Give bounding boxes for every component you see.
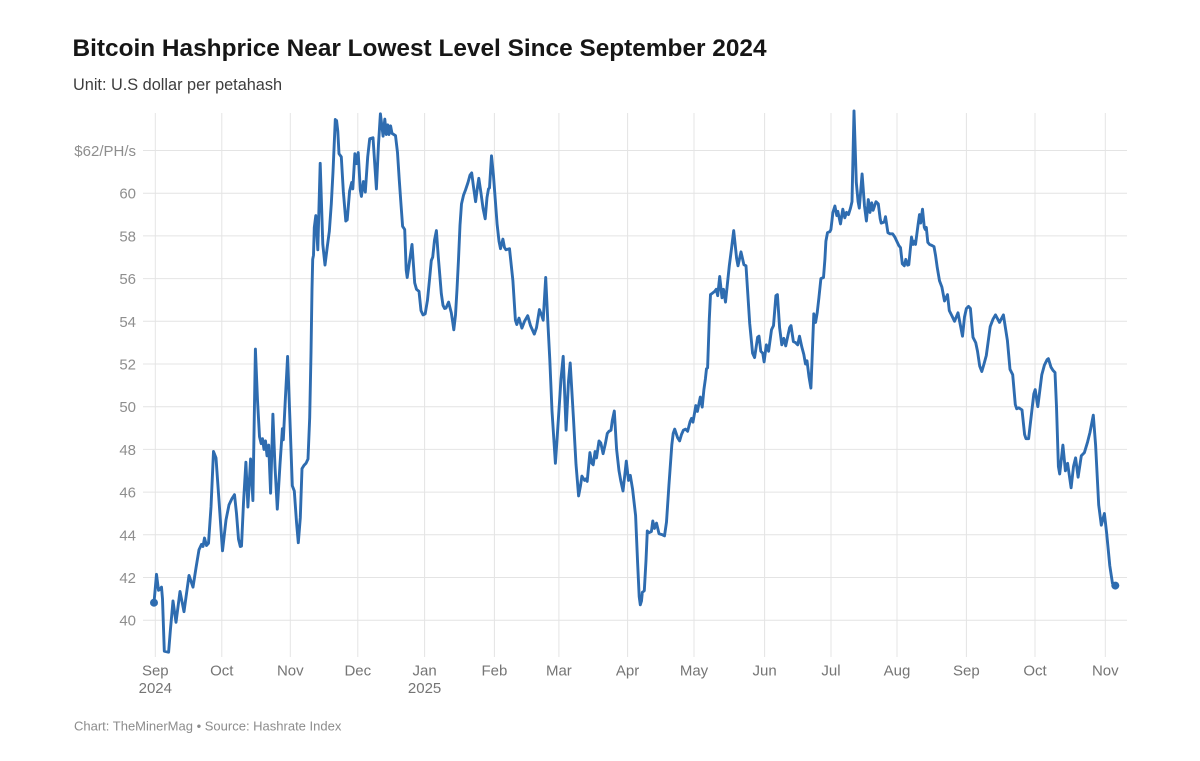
svg-text:Mar: Mar (546, 663, 572, 680)
svg-text:40: 40 (119, 613, 136, 630)
svg-text:56: 56 (119, 271, 136, 288)
svg-text:46: 46 (119, 485, 136, 502)
svg-text:44: 44 (119, 527, 136, 544)
svg-text:42: 42 (119, 570, 136, 587)
svg-text:Nov: Nov (277, 663, 304, 680)
svg-text:Jun: Jun (753, 663, 777, 680)
svg-text:May: May (680, 663, 709, 680)
svg-text:Bitcoin Hashprice Near Lowest: Bitcoin Hashprice Near Lowest Level Sinc… (73, 35, 767, 62)
svg-text:Apr: Apr (616, 663, 639, 680)
svg-text:60: 60 (119, 186, 136, 203)
svg-text:Sep: Sep (142, 663, 169, 680)
svg-text:Unit: U.S dollar per petahash: Unit: U.S dollar per petahash (73, 76, 282, 94)
svg-text:54: 54 (119, 314, 136, 331)
svg-text:Jan: Jan (413, 663, 437, 680)
svg-text:Jul: Jul (821, 663, 840, 680)
svg-text:$62/PH/s: $62/PH/s (74, 143, 136, 160)
svg-text:Feb: Feb (481, 663, 507, 680)
svg-text:2024: 2024 (139, 680, 172, 697)
svg-text:Oct: Oct (210, 663, 234, 680)
svg-text:Chart: TheMinerMag • Source: H: Chart: TheMinerMag • Source: Hashrate In… (74, 719, 342, 734)
svg-text:Oct: Oct (1023, 663, 1047, 680)
svg-text:Dec: Dec (344, 663, 371, 680)
svg-text:58: 58 (119, 228, 136, 245)
svg-text:Nov: Nov (1092, 663, 1119, 680)
svg-text:48: 48 (119, 442, 136, 459)
svg-text:52: 52 (119, 357, 136, 374)
svg-text:Sep: Sep (953, 663, 980, 680)
svg-text:50: 50 (119, 399, 136, 416)
svg-text:Aug: Aug (884, 663, 911, 680)
svg-text:2025: 2025 (408, 680, 441, 697)
